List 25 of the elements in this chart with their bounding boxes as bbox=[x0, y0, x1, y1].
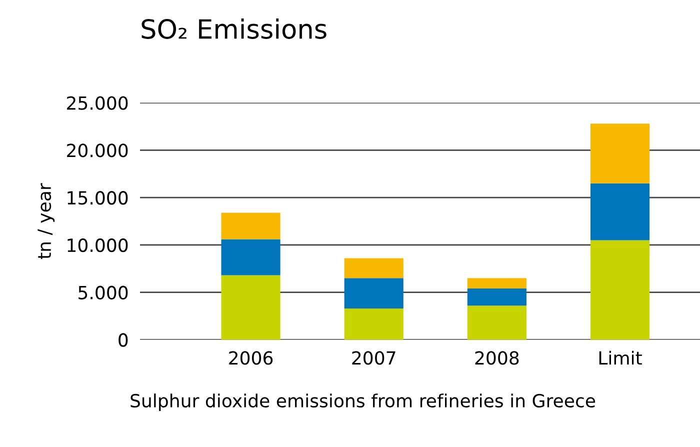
y-tick-label: 25.000 bbox=[67, 96, 128, 110]
y-axis-title: tn / year bbox=[38, 183, 55, 259]
bar bbox=[344, 278, 404, 308]
bar bbox=[590, 183, 650, 240]
y-tick-label: 20.000 bbox=[67, 144, 128, 158]
bar bbox=[590, 240, 650, 340]
y-tick-label: 15.000 bbox=[68, 191, 128, 205]
bar bbox=[344, 258, 404, 278]
y-tick-label: 10.000 bbox=[68, 238, 128, 252]
bar bbox=[467, 288, 526, 306]
bar bbox=[221, 239, 280, 276]
bar bbox=[467, 306, 526, 340]
x-tick-label: Limit bbox=[599, 350, 642, 365]
bar bbox=[467, 278, 526, 289]
x-tick-label: 2007 bbox=[352, 351, 396, 365]
y-tick-label: 5.000 bbox=[78, 286, 128, 300]
x-tick-label: 2006 bbox=[229, 351, 273, 365]
x-tick-label: 2008 bbox=[475, 351, 519, 365]
bar bbox=[344, 308, 404, 340]
bar bbox=[590, 124, 650, 184]
text: Sulphur dioxide emissions from refineries in Greece bbox=[130, 394, 596, 412]
bar bbox=[221, 275, 280, 340]
chart-title: SO₂ Emissions bbox=[142, 18, 326, 39]
y-tick-label: 0 bbox=[118, 333, 128, 347]
bar bbox=[221, 212, 280, 240]
